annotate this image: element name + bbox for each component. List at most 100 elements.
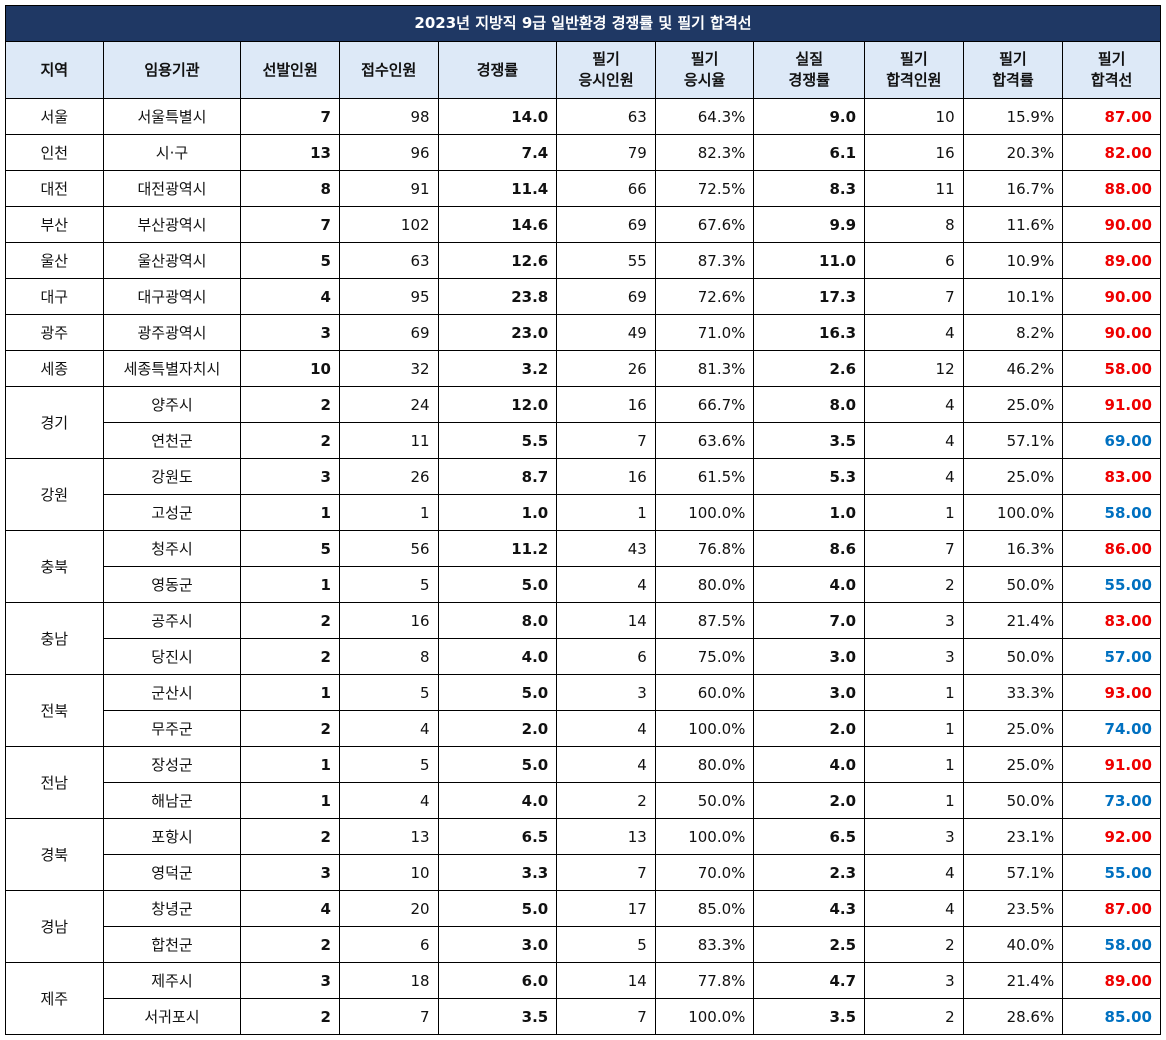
exam-rate-cell: 80.0% xyxy=(654,746,755,783)
apply-count-cell: 13 xyxy=(338,818,439,855)
select-count-cell: 3 xyxy=(240,962,340,999)
exam-rate-cell: 70.0% xyxy=(654,854,755,891)
real-ratio-cell: 9.9 xyxy=(753,206,866,243)
cutoff-cell: 89.00 xyxy=(1062,242,1161,279)
region-cell: 충북 xyxy=(5,530,104,603)
cutoff-cell: 83.00 xyxy=(1062,602,1161,639)
header-row: 지역 임용기관 선발인원 접수인원 경쟁률 필기 응시인원 필기 응시율 실질 경쟁률 필기 합격인원 필… xyxy=(5,41,1161,99)
column-header-region: 지역 xyxy=(5,41,104,99)
ratio-cell: 7.4 xyxy=(437,134,558,171)
cutoff-cell: 58.00 xyxy=(1062,926,1161,963)
exam-rate-cell: 72.5% xyxy=(654,170,755,207)
agency-cell: 대전광역시 xyxy=(102,170,242,207)
exam-count-cell: 16 xyxy=(556,386,656,423)
cutoff-cell: 91.00 xyxy=(1062,746,1161,783)
select-count-cell: 8 xyxy=(240,170,340,207)
apply-count-cell: 11 xyxy=(338,422,439,459)
table-row: 충남 공주시 2 16 8.0 14 87.5% 7.0 3 21.4% 83.00 xyxy=(5,602,1161,675)
cutoff-cell: 90.00 xyxy=(1062,278,1161,315)
pass-count-cell: 7 xyxy=(864,530,964,567)
pass-rate-cell: 50.0% xyxy=(962,782,1064,819)
table-row: 경남 창녕군 4 20 5.0 17 85.0% 4.3 4 23.5% 87.00 xyxy=(5,890,1161,963)
apply-count-cell: 63 xyxy=(338,242,439,279)
exam-count-cell: 16 xyxy=(556,458,656,495)
table-row: 영덕군 3 10 3.3 7 70.0% 2.3 4 57.1% 55.00 xyxy=(6,854,1161,891)
select-count-cell: 2 xyxy=(240,818,340,855)
real-ratio-cell: 4.0 xyxy=(753,566,866,603)
ratio-cell: 6.0 xyxy=(437,962,558,999)
pass-count-cell: 4 xyxy=(864,314,964,351)
apply-count-cell: 102 xyxy=(338,206,439,243)
pass-rate-cell: 100.0% xyxy=(962,494,1064,531)
table-row: 대구 대구광역시 4 95 23.8 69 72.6% 17.3 7 10.1% 90.00 xyxy=(5,278,1161,315)
pass-count-cell: 2 xyxy=(864,998,964,1035)
table-row: 해남군 1 4 4.0 2 50.0% 2.0 1 50.0% 73.00 xyxy=(6,782,1161,819)
exam-count-cell: 4 xyxy=(556,746,656,783)
pass-count-cell: 3 xyxy=(864,602,964,639)
column-header-exam-rate: 필기 응시율 xyxy=(654,41,755,99)
region-cell: 울산 xyxy=(5,242,104,279)
apply-count-cell: 56 xyxy=(338,530,439,567)
agency-cell: 울산광역시 xyxy=(102,242,242,279)
exam-rate-cell: 82.3% xyxy=(654,134,755,171)
column-header-select-count: 선발인원 xyxy=(240,41,340,99)
cutoff-cell: 58.00 xyxy=(1062,350,1161,387)
real-ratio-cell: 3.5 xyxy=(753,422,866,459)
exam-rate-cell: 76.8% xyxy=(654,530,755,567)
pass-rate-cell: 25.0% xyxy=(962,746,1064,783)
select-count-cell: 5 xyxy=(240,242,340,279)
region-cell: 경기 xyxy=(5,386,104,459)
select-count-cell: 1 xyxy=(240,494,340,531)
region-cell: 강원 xyxy=(5,458,104,531)
pass-rate-cell: 50.0% xyxy=(962,566,1064,603)
apply-count-cell: 26 xyxy=(338,458,439,495)
select-count-cell: 3 xyxy=(240,458,340,495)
ratio-cell: 3.5 xyxy=(437,998,558,1035)
real-ratio-cell: 2.5 xyxy=(753,926,866,963)
real-ratio-cell: 4.7 xyxy=(753,962,866,999)
pass-rate-cell: 33.3% xyxy=(962,674,1064,711)
select-count-cell: 1 xyxy=(240,674,340,711)
apply-count-cell: 5 xyxy=(338,674,439,711)
region-cell: 충남 xyxy=(5,602,104,675)
exam-count-cell: 69 xyxy=(556,278,656,315)
exam-rate-cell: 61.5% xyxy=(654,458,755,495)
apply-count-cell: 32 xyxy=(338,350,439,387)
table-row: 서귀포시 2 7 3.5 7 100.0% 3.5 2 28.6% 85.00 xyxy=(6,998,1161,1035)
exam-rate-cell: 75.0% xyxy=(654,638,755,675)
ratio-cell: 6.5 xyxy=(437,818,558,855)
agency-cell: 창녕군 xyxy=(102,890,242,927)
pass-rate-cell: 40.0% xyxy=(962,926,1064,963)
column-header-real-ratio: 실질 경쟁률 xyxy=(753,41,866,99)
table-row: 대전 대전광역시 8 91 11.4 66 72.5% 8.3 11 16.7% 88.00 xyxy=(5,170,1161,207)
exam-count-cell: 43 xyxy=(556,530,656,567)
ratio-cell: 5.0 xyxy=(437,746,558,783)
region-cell: 인천 xyxy=(5,134,104,171)
table-row: 제주 제주시 3 18 6.0 14 77.8% 4.7 3 21.4% 89.00 xyxy=(5,962,1161,1035)
select-count-cell: 2 xyxy=(240,998,340,1035)
apply-count-cell: 98 xyxy=(338,98,439,135)
table-row: 당진시 2 8 4.0 6 75.0% 3.0 3 50.0% 57.00 xyxy=(6,638,1161,675)
column-header-cutoff: 필기 합격선 xyxy=(1062,41,1161,99)
pass-count-cell: 1 xyxy=(864,710,964,747)
select-count-cell: 10 xyxy=(240,350,340,387)
exam-rate-cell: 77.8% xyxy=(654,962,755,999)
region-cell: 세종 xyxy=(5,350,104,387)
region-cell: 대전 xyxy=(5,170,104,207)
agency-cell: 부산광역시 xyxy=(102,206,242,243)
pass-count-cell: 10 xyxy=(864,98,964,135)
real-ratio-cell: 16.3 xyxy=(753,314,866,351)
agency-cell: 세종특별자치시 xyxy=(102,350,242,387)
pass-count-cell: 7 xyxy=(864,278,964,315)
real-ratio-cell: 2.0 xyxy=(753,782,866,819)
table-row: 연천군 2 11 5.5 7 63.6% 3.5 4 57.1% 69.00 xyxy=(6,422,1161,459)
apply-count-cell: 95 xyxy=(338,278,439,315)
ratio-cell: 12.0 xyxy=(437,386,558,423)
apply-count-cell: 24 xyxy=(338,386,439,423)
column-header-agency: 임용기관 xyxy=(102,41,242,99)
ratio-cell: 14.6 xyxy=(437,206,558,243)
ratio-cell: 3.3 xyxy=(437,854,558,891)
select-count-cell: 2 xyxy=(240,422,340,459)
region-cell: 전북 xyxy=(5,674,104,747)
competition-table: 2023년 지방직 9급 일반환경 경쟁률 및 필기 합격선 지역 임용기관 선발인… xyxy=(5,5,1161,1035)
